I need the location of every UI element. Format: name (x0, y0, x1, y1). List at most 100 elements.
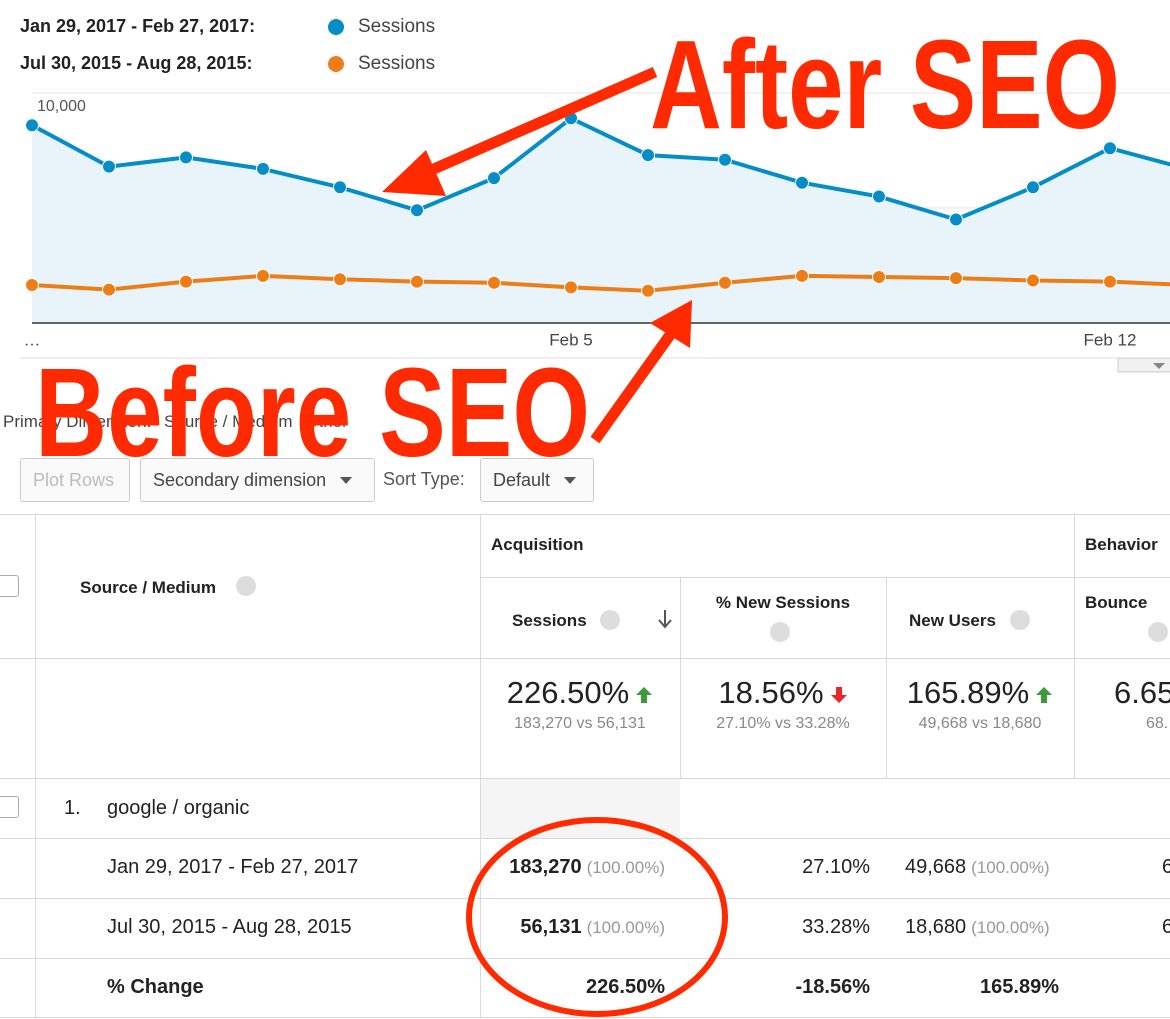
help-icon[interactable] (1148, 622, 1168, 642)
trend-icon (830, 686, 847, 703)
data-point (641, 283, 655, 298)
data-point (102, 159, 116, 174)
table-border (0, 898, 1170, 899)
cell-shade (481, 779, 680, 838)
handle-arrow (1153, 363, 1165, 369)
summary-main-row: 6.65 (1074, 675, 1170, 711)
data-point (25, 278, 39, 293)
trend-arrow (636, 686, 653, 703)
data-point (333, 272, 347, 287)
table-border (0, 514, 1170, 515)
legend-label: Sessions (358, 16, 435, 37)
plot-rows-button[interactable]: Plot Rows (20, 458, 130, 502)
primary-dimension-value[interactable]: Source / Medium (164, 412, 293, 431)
summary-compare: 68. (1146, 715, 1169, 732)
new-sessions-value: 27.10% (802, 856, 870, 878)
y-tick-label: 10,000 (37, 98, 86, 115)
column-header[interactable]: New Users (909, 611, 996, 630)
sort-type-dropdown[interactable]: Default (480, 458, 594, 502)
row-label[interactable]: google / organic (107, 797, 250, 819)
summary-main-row: 18.56% (680, 675, 886, 711)
sort-type-label: Sort Type: (383, 469, 465, 489)
data-point (102, 282, 116, 297)
table-border (0, 1017, 1170, 1018)
summary-value: 6.65 (1114, 675, 1170, 710)
summary-cell: 226.50% 183,270 vs 56,131 (480, 675, 680, 733)
legend-swatch (328, 56, 344, 72)
help-icon[interactable] (236, 576, 256, 596)
primary-dimension: Primary Dimension: Source / Medium Other (3, 412, 348, 432)
column-header[interactable]: % New Sessions (715, 593, 851, 612)
column-header[interactable]: Sessions (512, 611, 587, 630)
secondary-dimension-dropdown[interactable]: Secondary dimension (140, 458, 375, 502)
data-point (718, 152, 732, 167)
data-point (179, 150, 193, 165)
sort-default-label: Default (493, 469, 551, 490)
sessions-share: (100.00%) (586, 858, 665, 877)
summary-compare: 183,270 vs 56,131 (514, 715, 646, 732)
data-point (410, 274, 424, 289)
data-point (25, 118, 39, 133)
data-point (179, 274, 193, 289)
trend-icon (1036, 686, 1053, 703)
help-icon[interactable] (1010, 610, 1030, 630)
column-header[interactable]: Source / Medium (80, 578, 217, 597)
data-point (949, 271, 963, 286)
table-border (480, 514, 481, 1018)
help-icon[interactable] (770, 622, 790, 642)
table-border (680, 577, 681, 778)
data-point (795, 175, 809, 190)
data-point (410, 203, 424, 218)
help-icon[interactable] (600, 610, 620, 630)
data-point (1026, 180, 1040, 195)
data-point (256, 268, 270, 283)
group-header: Acquisition (491, 535, 584, 554)
data-point (641, 148, 655, 163)
data-point (1103, 274, 1117, 289)
checkbox[interactable] (0, 575, 19, 597)
other-dimension[interactable]: Other (305, 412, 348, 431)
data-point (949, 212, 963, 227)
sort-arrow (658, 610, 672, 629)
primary-dimension-label: Primary Dimension: (3, 412, 152, 431)
plot-rows-label: Plot Rows (33, 469, 115, 490)
trend-arrow (1036, 686, 1053, 703)
group-header: Behavior (1085, 535, 1158, 554)
summary-cell: 6.65 68. (1074, 675, 1170, 733)
table-border (480, 577, 1170, 578)
legend-period: Jan 29, 2017 - Feb 27, 2017: (20, 16, 255, 36)
table-border (0, 958, 1170, 959)
summary-value: 226.50% (506, 675, 630, 710)
bounce-value: 6 (1162, 916, 1170, 938)
new-users-cell: 18,680 (100.00%) (905, 916, 1050, 939)
row-label: Jan 29, 2017 - Feb 27, 2017 (107, 856, 359, 878)
summary-value: 165.89% (906, 675, 1030, 710)
new-sessions-value: 33.28% (802, 916, 870, 938)
table-border (35, 514, 36, 1018)
data-point (718, 275, 732, 290)
change-value: -18.56% (795, 976, 871, 998)
data-point (1026, 273, 1040, 288)
table-border (886, 577, 887, 778)
new-users-value: 49,668 (905, 856, 967, 878)
data-point (333, 180, 347, 195)
legend-label: Sessions (358, 53, 435, 74)
change-label: % Change (107, 976, 204, 998)
change-value: 165.89% (980, 976, 1059, 998)
column-header[interactable]: Bounce (1085, 593, 1148, 612)
data-point (564, 280, 578, 295)
table-border (1074, 514, 1075, 778)
trend-icon (636, 686, 653, 703)
sessions-share: (100.00%) (586, 918, 665, 937)
trend-arrow (830, 686, 847, 703)
legend-period: Jul 30, 2015 - Aug 28, 2015: (20, 53, 252, 73)
table-border (0, 778, 1170, 779)
checkbox[interactable] (0, 796, 19, 818)
dropdown-arrow (340, 476, 353, 484)
new-users-value: 18,680 (905, 916, 967, 938)
x-tick-label: Feb 12 (1084, 330, 1137, 349)
change-value: 226.50% (586, 976, 665, 998)
new-users-cell: 49,668 (100.00%) (905, 856, 1050, 879)
row-label: Jul 30, 2015 - Aug 28, 2015 (107, 916, 352, 938)
